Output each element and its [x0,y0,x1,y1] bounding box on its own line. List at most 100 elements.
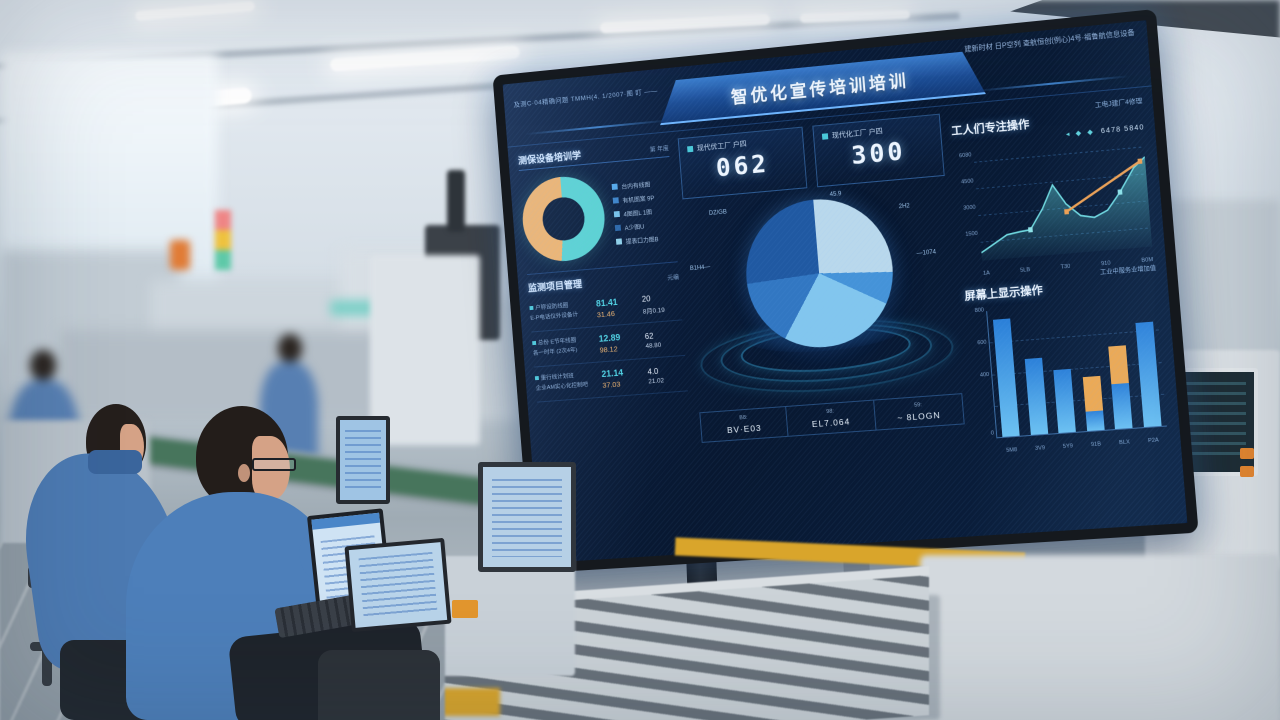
ceiling-light [134,0,256,22]
donut-chart [519,173,608,265]
metric-value: 31.46 [596,309,616,320]
legend-label: 有机图案 9P [622,195,655,205]
metric-value: 98.12 [599,344,618,355]
x-tick: 3V9 [1034,445,1046,452]
metric-value: 37.03 [602,379,621,390]
orange-sticker [452,600,478,618]
donut-legend: 台内有线图 有机图案 9P 4图图L 1图 A少图U 提表口力图B [611,179,659,247]
machine-button [1240,448,1254,459]
bar-x-labels: 5M8 3V9 5Y9 91B BLX P2A [997,437,1168,455]
y-tick: 1500 [965,230,979,238]
kpi-marker [821,133,829,140]
trend-legend-values: 6478 5840 [1100,124,1145,136]
footer-value: ~ 8LOGN [896,409,941,424]
bar [992,309,1020,437]
pie-label: 2H2 [898,203,911,211]
machine-button [1240,466,1254,477]
metrics-panel-title: 监测项目管理 [527,279,583,295]
workstation-monitor [478,462,576,572]
glasses [252,458,296,471]
stack-light [215,210,231,270]
chair-back [318,650,440,720]
y-tick: 6080 [958,152,972,160]
trend-chart: 6080 4500 3000 1500 1A 5LB T30 910 B0M [953,134,1156,278]
x-tick: 5M8 [1006,447,1018,454]
right-panel: 工电J建厂4修理 工人们专注操作 ◂ ◆ ◆ 6478 5840 6080 45… [950,95,1176,528]
bar [1048,305,1077,434]
worker-collar [88,450,142,474]
metric-label: 重行线计划班 [540,373,574,382]
metric-sublabel: 企业AM实心化控制吧 [535,381,589,392]
footer-cell: B8: BV·E03 [700,407,787,442]
x-tick: 5Y9 [1062,443,1074,451]
bar-plot [986,297,1167,439]
y-tick: 0 [990,430,995,437]
donut-hole [540,195,587,243]
legend-label: 提表口力图B [625,236,659,246]
metric-value: 21.14 [601,367,624,380]
left-panel-title: 测保设备培训学 [517,150,582,168]
pie-label: DZ/GB [708,209,728,217]
legend-label: 台内有线图 [621,182,651,191]
machine [920,555,1280,720]
legend-label: 4图图L 1图 [623,209,653,218]
worker-face [252,436,290,500]
laptop-screen [344,537,452,633]
metric-label: 户称设防线圈 [535,303,569,312]
bar-chart: 800 600 400 0 5M8 3V9 5 [965,291,1170,455]
metric-value: 4.0 [647,366,659,377]
y-tick: 400 [979,371,990,379]
x-tick: T30 [1060,263,1071,271]
legend-swatch [615,238,623,245]
footer-cell: 98: EL7.064 [785,400,876,436]
metrics-panel-note: 元编 [667,275,680,282]
y-tick: 3000 [963,204,976,212]
worker-ear [238,464,250,482]
y-tick: 600 [977,339,987,347]
legend-swatch [614,224,622,232]
metric-value: 21.02 [648,376,665,385]
orange-box [170,240,190,270]
left-panel-note: 第 年度 [649,146,670,154]
kpi-box: 现代化工厂 户四 300 [812,113,945,188]
legend-label: A少图U [624,224,645,232]
camera-arm [447,170,465,232]
metric-sublabel: E-P电话仪外设备计 [530,311,579,322]
bar [1020,307,1048,435]
dashboard-content: 及测C·04精确问题 TMMH(4. 1/2007·图 盯 —— 建新时材 日P… [502,20,1188,564]
bar-chart-bars [987,298,1167,438]
legend-swatch [611,183,618,190]
center-panel: 现代优工厂 户四 062 现代化工厂 户四 300 [677,113,973,545]
pie-label: B1H4— [689,264,711,273]
footer-value: BV·E03 [726,422,762,436]
kpi-marker [687,145,694,153]
metric-sublabel: 各一时年 (2次4年) [532,347,578,357]
x-tick: 5LB [1019,267,1031,274]
x-tick: 91B [1090,441,1102,449]
legend-swatch [613,210,620,218]
metric-value: 62 [644,331,654,341]
x-tick: 910 [1100,260,1111,268]
small-monitor [336,416,390,504]
diamond-markers-icon: ◂ ◆ ◆ [1065,128,1096,139]
y-tick: 800 [974,307,985,315]
pie-zone: DZ/GB 45.9 2H2 —1074 B1H4— [683,182,962,408]
machine [370,255,480,445]
x-tick: BLX [1118,439,1131,447]
yellow-guard [438,688,500,716]
x-tick: P2A [1147,437,1160,445]
metric-value: 12.89 [598,332,621,344]
x-tick: 1A [982,270,991,277]
y-tick: 4500 [960,178,974,186]
pie-label: 45.9 [829,191,842,199]
dashboard-screen: 及测C·04精确问题 TMMH(4. 1/2007·图 盯 —— 建新时材 日P… [492,8,1199,574]
trend-area-svg [973,137,1152,261]
bar [1105,300,1133,430]
metric-label: 总份 E节年线圈 [537,337,577,347]
footer-value: EL7.064 [811,416,851,430]
metric-value: 48.80 [645,341,662,350]
bar [1077,303,1105,432]
footer-cell: 59: ~ 8LOGN [872,394,964,430]
bar [1133,298,1162,428]
